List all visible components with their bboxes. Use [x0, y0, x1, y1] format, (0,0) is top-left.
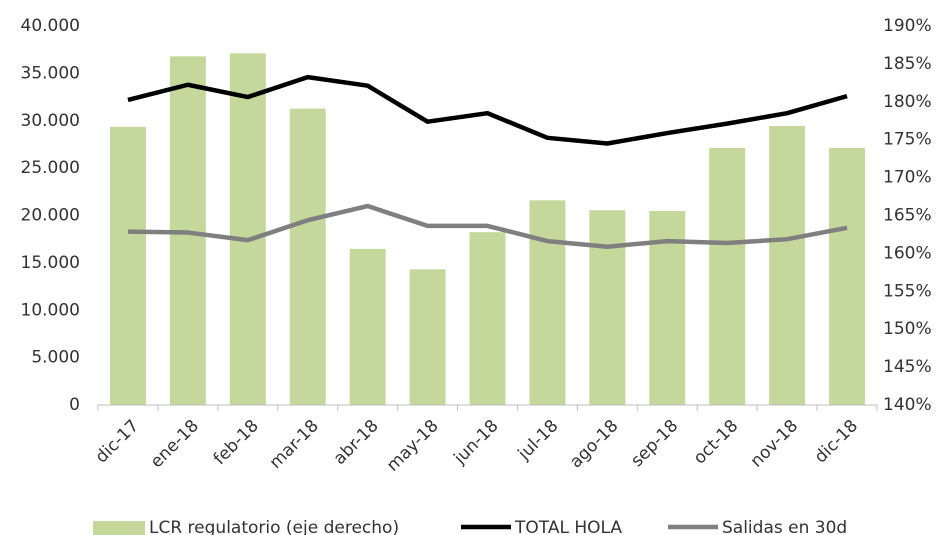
- bar: [589, 210, 626, 405]
- y-tick-label: 25.000: [21, 158, 80, 178]
- y2-tick-label: 165%: [883, 206, 932, 226]
- y-tick-label: 5.000: [31, 348, 80, 368]
- bar: [229, 53, 266, 406]
- y2-tick-label: 140%: [883, 395, 932, 415]
- x-tick-label: mar-18: [266, 416, 323, 473]
- x-tick-label: abr-18: [330, 416, 383, 469]
- x-tick-label: sep-18: [627, 416, 682, 471]
- y-tick-label: 40.000: [21, 16, 80, 36]
- bar: [709, 148, 746, 405]
- y2-tick-label: 150%: [883, 319, 932, 339]
- x-tick-label: jun-18: [450, 416, 503, 469]
- y-tick-label: 10.000: [21, 300, 80, 320]
- y-tick-label: 35.000: [21, 63, 80, 83]
- bar: [529, 200, 566, 405]
- y-tick-label: 0: [69, 395, 80, 415]
- y2-tick-label: 180%: [883, 92, 932, 112]
- x-tick-label: may-18: [383, 416, 443, 476]
- bar: [769, 126, 806, 405]
- y-tick-label: 30.000: [21, 111, 80, 131]
- y2-tick-label: 185%: [883, 54, 932, 74]
- legend-label: TOTAL HOLA: [514, 518, 622, 535]
- x-tick-label: oct-18: [690, 416, 742, 468]
- bar: [289, 108, 326, 405]
- y2-tick-label: 175%: [883, 130, 932, 150]
- bar: [829, 148, 866, 405]
- bar: [109, 126, 146, 406]
- y-tick-label: 20.000: [21, 206, 80, 226]
- y2-tick-label: 155%: [883, 281, 932, 301]
- y2-tick-label: 190%: [883, 16, 932, 36]
- y2-tick-label: 170%: [883, 168, 932, 188]
- bar: [349, 248, 386, 405]
- y2-tick-label: 145%: [883, 357, 932, 377]
- y2-tick-label: 160%: [883, 243, 932, 263]
- line-series: [127, 203, 848, 250]
- x-tick-label: dic-17: [92, 416, 143, 467]
- legend-label: LCR regulatorio (eje derecho): [149, 518, 399, 535]
- legend-label: Salidas en 30d: [722, 518, 847, 535]
- x-tick-label: nov-18: [747, 416, 803, 472]
- bar: [409, 269, 446, 405]
- x-tick-label: dic-18: [811, 416, 862, 467]
- x-tick-label: feb-18: [210, 416, 263, 469]
- x-tick-label: ago-18: [566, 416, 622, 472]
- bar: [469, 232, 506, 405]
- legend-swatch: [93, 521, 145, 535]
- line-series: [127, 74, 848, 146]
- y-tick-label: 15.000: [21, 253, 80, 273]
- x-tick-label: jul-18: [514, 416, 563, 465]
- x-tick-label: ene-18: [147, 416, 203, 472]
